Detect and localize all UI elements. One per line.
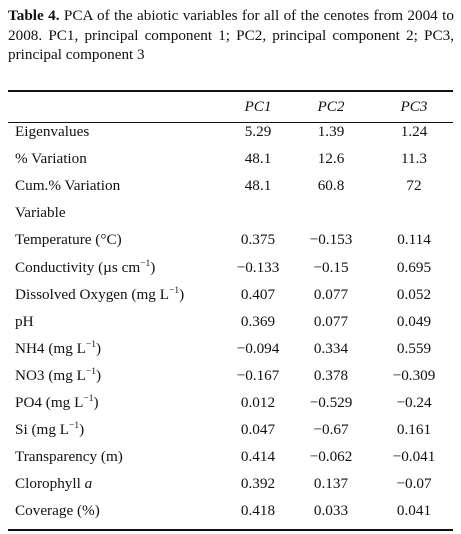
row-label-text: Si (mg L [15,421,70,439]
table-caption: Table 4. PCA of the abiotic variables fo… [8,6,454,65]
table-bottom-rule [8,529,453,531]
row-label-text: Cum.% Variation [15,177,121,195]
row-label: Clorophyll a [15,475,92,493]
row-label-superscript: −1 [85,366,96,377]
column-header-pc1: PC1 [244,98,272,115]
row-label-suffix: ) [79,421,85,439]
table-cell-pc1: −0.094 [236,339,280,357]
table-cell-pc3: 0.049 [396,312,432,330]
table-cell-pc1: 0.418 [240,502,276,520]
row-label: % Variation [15,150,87,168]
row-label: NH4 (mg L−1) [15,340,101,358]
row-label: Conductivity (µs cm−1) [15,259,155,277]
table-cell-pc2: −0.062 [309,448,353,466]
row-label-text: PO4 (mg L [15,394,84,411]
table-cell-pc3: 11.3 [400,150,427,168]
column-header-pc3: PC3 [400,98,428,115]
table-cell-pc2: 60.8 [317,177,345,195]
table-cell-pc1: 0.012 [240,394,276,411]
row-label: Transparency (m) [15,448,123,466]
table-cell-pc1: −0.133 [236,258,280,276]
table-top-rule [8,90,453,92]
table-cell-pc3: 1.24 [400,123,428,140]
table-cell-pc1: 0.047 [240,421,276,439]
row-label: pH [15,313,34,331]
row-label: Coverage (%) [15,502,100,520]
table-cell-pc3: −0.309 [392,366,436,384]
table-cell-pc2: 12.6 [317,150,345,168]
row-label-text: NO3 (mg L [15,366,86,384]
table-cell-pc3: 0.695 [396,258,432,276]
row-label-suffix: ) [93,394,99,411]
table-cell-pc2: −0.15 [313,258,349,276]
row-label-superscript: −1 [140,258,151,269]
table-cell-pc3: 0.114 [397,231,431,249]
row-label: Temperature (°C) [15,231,122,249]
table-cell-pc1: 5.29 [244,123,272,140]
table-cell-pc2: 0.033 [313,502,349,520]
table-cell-pc1: 48.1 [244,177,272,195]
column-header-pc2: PC2 [317,98,345,115]
table-cell-pc1: 48.1 [244,150,272,168]
table-cell-pc3: 0.161 [396,421,432,439]
table-cell-pc3: 0.559 [396,339,432,357]
row-label-suffix: ) [95,339,102,357]
table-cell-pc3: 0.041 [396,502,432,520]
table-cell-pc3: −0.041 [392,448,436,466]
table-cell-pc1: 0.369 [240,312,276,330]
row-label-text: Clorophyll [15,475,85,493]
table-cell-pc2: −0.529 [309,394,353,411]
table-cell-pc3: −0.24 [396,394,432,411]
table-cell-pc2: 0.334 [313,339,349,357]
row-label-superscript: −1 [83,394,94,404]
row-label: PO4 (mg L−1) [15,394,99,412]
row-label-text: % Variation [15,150,87,168]
row-label-superscript: −1 [168,285,180,296]
table-caption-text: PCA of the abiotic variables for all of … [8,7,454,63]
row-label-text: Temperature (°C) [15,231,122,249]
row-label-text: Transparency (m) [15,448,123,466]
row-label: NO3 (mg L−1) [15,367,101,385]
table-header-rule [8,122,453,123]
row-label: Variable [15,204,66,222]
table-cell-pc3: 0.052 [396,285,432,303]
table-cell-pc2: −0.67 [313,421,349,439]
table-cell-pc1: 0.414 [240,448,276,466]
row-label: Dissolved Oxygen (mg L−1) [15,286,184,304]
table-cell-pc2: 0.077 [313,312,349,330]
row-label-suffix: ) [179,285,185,303]
row-label-text: Coverage (%) [15,502,100,520]
row-label-text: Dissolved Oxygen (mg L [15,285,169,303]
table-cell-pc2: 1.39 [317,123,345,140]
table-cell-pc2: 0.077 [313,285,349,303]
row-label-suffix: ) [95,366,102,384]
table-cell-pc1: 0.407 [240,285,276,303]
table-cell-pc3: 72 [406,177,422,195]
row-label-text: Eigenvalues [15,123,90,140]
row-label-text: Conductivity (µs cm [15,258,141,276]
row-label-superscript: −1 [69,421,80,432]
row-label-text: Variable [15,204,66,222]
table-cell-pc2: 0.378 [313,366,349,384]
table-caption-label: Table 4. [8,7,60,24]
row-label-text: pH [15,312,34,330]
row-label-superscript: −1 [85,339,96,350]
row-label: Si (mg L−1) [15,421,84,439]
table-cell-pc3: −0.07 [396,475,432,493]
table-cell-pc2: −0.153 [309,231,353,249]
row-label-text: NH4 (mg L [15,339,86,357]
row-label: Cum.% Variation [15,177,120,195]
row-label-italic: a [84,475,93,493]
table-cell-pc2: 0.137 [313,475,349,493]
table-cell-pc1: 0.375 [240,231,276,249]
table-cell-pc1: 0.392 [240,475,276,493]
table-cell-pc1: −0.167 [236,366,280,384]
row-label: Eigenvalues [15,123,89,141]
row-label-suffix: ) [150,258,156,276]
